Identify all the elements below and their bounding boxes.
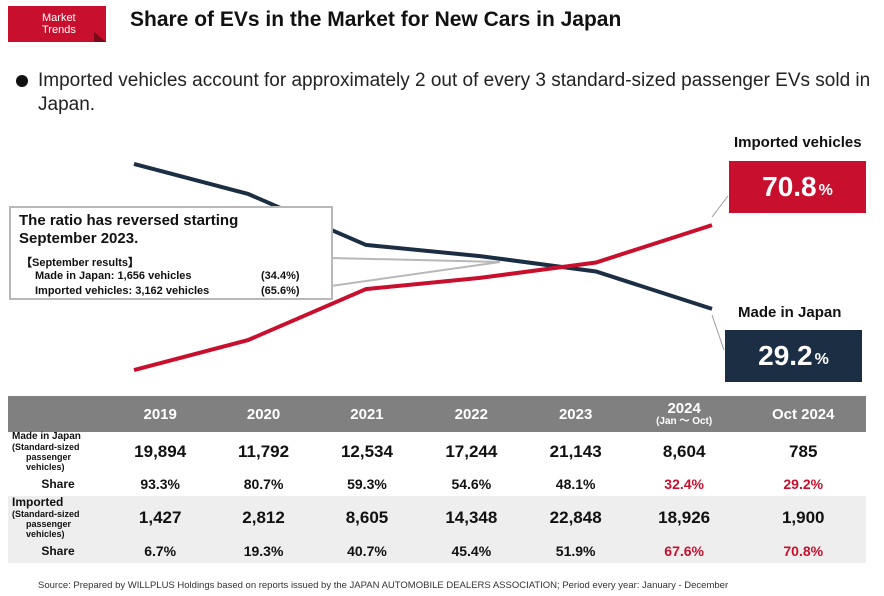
header-2022: 2022 <box>419 396 524 432</box>
header-2024: 2024 (Jan ～ Oct) <box>627 396 741 432</box>
imported-label-line-2: (Standard-sized <box>12 509 80 519</box>
table-cell: 45.4% <box>419 539 524 563</box>
tag-line-1: Market <box>42 12 76 24</box>
table-cell: 19,894 <box>134 442 187 461</box>
header-oct-2024: Oct 2024 <box>740 396 866 432</box>
imported-unit: % <box>818 182 833 199</box>
table-row-imported-share: Share 6.7% 19.3% 40.7% 45.4% 51.9% 67.6%… <box>8 539 866 563</box>
table-cell: 17,244 <box>445 442 498 461</box>
table-cell: 11,792 <box>238 442 290 461</box>
bullet-dot-icon <box>16 75 28 87</box>
table-cell: 1,900 <box>740 496 866 539</box>
table-cell: 48.1% <box>555 476 596 492</box>
table-cell: 6.7% <box>108 539 213 563</box>
table-cell: 70.8% <box>740 539 866 563</box>
imported-value-box: 70.8% <box>729 161 866 213</box>
callout-subheading: 【September results】 <box>21 257 139 269</box>
leader-line-japan <box>711 314 725 351</box>
imported-label-line-4: vehicles) <box>26 529 65 539</box>
japan-share-label: Share <box>41 477 75 491</box>
table-cell: 21,143 <box>549 442 602 461</box>
bullet-text: Imported vehicles account for approximat… <box>38 70 871 115</box>
reversal-callout: The ratio has reversed starting Septembe… <box>9 206 333 300</box>
table-header-row: 2019 2020 2021 2022 2023 2024 (Jan ～ Oct… <box>8 396 866 432</box>
bullet-point: Imported vehicles account for approximat… <box>16 69 876 117</box>
japan-label-line-1: Made in Japan <box>12 431 81 442</box>
page-title: Share of EVs in the Market for New Cars … <box>130 8 622 31</box>
callout-heading: The ratio has reversed starting Septembe… <box>19 212 239 247</box>
tag-line-2: Trends <box>42 24 76 36</box>
callout-japan-pct: (34.4%) <box>261 270 300 282</box>
table-cell: 93.3% <box>140 476 181 492</box>
table-cell: 59.3% <box>347 476 387 492</box>
table-cell: 1,427 <box>108 496 213 539</box>
table-cell: 2,812 <box>212 496 315 539</box>
japan-unit: % <box>814 351 829 368</box>
header-blank <box>8 396 108 432</box>
header-2023: 2023 <box>523 396 628 432</box>
table-cell: 12,534 <box>340 442 393 461</box>
table-cell: 14,348 <box>419 496 524 539</box>
table-cell: 51.9% <box>523 539 628 563</box>
table-row-japan-share: Share 93.3% 80.7% 59.3% 54.6% 48.1% 32.4… <box>8 472 866 496</box>
japan-value-box: 29.2% <box>725 330 862 382</box>
header-2021: 2021 <box>314 396 420 432</box>
series-line-made-in-japan <box>133 161 713 311</box>
imported-value: 70.8 <box>762 171 817 202</box>
table-cell: 22,848 <box>523 496 628 539</box>
imported-label-line-1: Imported <box>12 495 64 509</box>
japan-label-line-4: vehicles) <box>26 462 65 472</box>
table-cell: 32.4% <box>664 476 704 492</box>
header-2019: 2019 <box>108 396 213 432</box>
share-line-chart <box>133 161 729 373</box>
table-cell: 19.3% <box>212 539 315 563</box>
table-cell: 785 <box>789 442 818 461</box>
header-2020: 2020 <box>212 396 315 432</box>
callout-japan-row: Made in Japan: 1,656 vehicles <box>35 270 192 282</box>
japan-label: Made in Japan <box>738 304 842 321</box>
imported-label: Imported vehicles <box>734 134 862 151</box>
table-cell: 8,604 <box>662 442 706 461</box>
header-2024-period: (Jan ～ Oct) <box>656 416 713 427</box>
table-cell: 67.6% <box>627 539 741 563</box>
imported-row-label: Imported (Standard-sized passenger vehic… <box>8 496 108 539</box>
sales-data-table: 2019 2020 2021 2022 2023 2024 (Jan ～ Oct… <box>8 396 866 563</box>
callout-imported-pct: (65.6%) <box>261 285 300 297</box>
table-cell: 40.7% <box>314 539 420 563</box>
table-cell: 8,605 <box>314 496 420 539</box>
header-2024-year: 2024 <box>667 400 701 417</box>
series-line-imported <box>133 223 713 373</box>
imported-share-label: Share <box>8 539 108 563</box>
tag-fold <box>94 32 106 42</box>
table-cell: 29.2% <box>783 476 824 492</box>
table-cell: 18,926 <box>627 496 741 539</box>
japan-row-label: Made in Japan (Standard-sized passenger … <box>8 431 108 473</box>
leader-line-imported <box>711 195 729 218</box>
japan-label-line-2: (Standard-sized <box>12 442 80 452</box>
callout-pointer <box>330 256 501 288</box>
table-cell: 54.6% <box>451 476 492 492</box>
callout-imported-row: Imported vehicles: 3,162 vehicles <box>35 285 210 297</box>
japan-label-line-3: passenger <box>26 452 72 462</box>
table-row-japan-units: Made in Japan (Standard-sized passenger … <box>8 431 866 473</box>
table-cell: 80.7% <box>243 476 284 492</box>
market-trends-tag: Market Trends <box>8 6 106 42</box>
table-row-imported-units: Imported (Standard-sized passenger vehic… <box>8 496 866 539</box>
imported-label-line-3: passenger <box>26 519 72 529</box>
source-note: Source: Prepared by WILLPLUS Holdings ba… <box>38 580 729 591</box>
japan-value: 29.2 <box>758 340 813 371</box>
